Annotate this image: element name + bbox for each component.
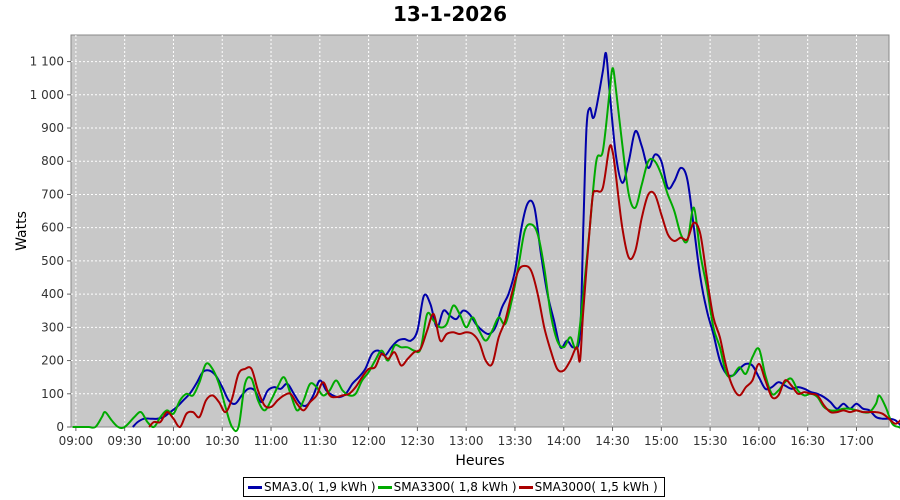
y-tick-label: 0 xyxy=(56,420,64,434)
grid-lines xyxy=(71,35,889,427)
x-tick-label: 11:00 xyxy=(254,434,289,448)
y-tick-label: 500 xyxy=(41,254,64,268)
x-tick-label: 15:00 xyxy=(644,434,679,448)
x-tick-label: 16:30 xyxy=(790,434,825,448)
x-tick-label: 13:30 xyxy=(498,434,533,448)
y-tick-label: 1 100 xyxy=(30,55,64,69)
legend-item: SMA3300( 1,8 kWh ) xyxy=(377,480,517,494)
series-line-1 xyxy=(72,67,900,433)
legend: SMA3.0( 1,9 kWh ) SMA3300( 1,8 kWh ) SMA30… xyxy=(243,477,665,497)
y-axis-label: Watts xyxy=(14,211,30,251)
x-axis-label: Heures xyxy=(455,453,504,469)
chart-title: 13-1-2026 xyxy=(392,2,507,26)
x-tick-label: 09:00 xyxy=(59,434,94,448)
x-tick-label: 13:00 xyxy=(449,434,484,448)
x-tick-label: 12:30 xyxy=(400,434,435,448)
legend-label: SMA3300( 1,8 kWh ) xyxy=(393,480,517,494)
series-lines xyxy=(72,51,900,433)
x-tick-label: 14:30 xyxy=(595,434,630,448)
legend-swatch xyxy=(377,485,392,489)
x-tick-label: 09:30 xyxy=(107,434,142,448)
y-tick-label: 600 xyxy=(41,221,64,235)
x-tick-label: 10:30 xyxy=(205,434,240,448)
x-tick-label: 15:30 xyxy=(693,434,728,448)
x-axis: 09:00 09:30 10:00 10:30 11:00 11:30 12:00 12:30… xyxy=(59,427,874,448)
legend-item: SMA3.0( 1,9 kWh ) xyxy=(248,480,376,494)
y-axis: 0 100 200 300 400 500 600 700 800 900 1 000 1 100 xyxy=(30,55,71,434)
x-tick-label: 14:00 xyxy=(546,434,581,448)
legend-label: SMA3.0( 1,9 kWh ) xyxy=(264,480,376,494)
series-line-2 xyxy=(148,144,900,429)
plot-area xyxy=(70,34,890,428)
y-tick-label: 200 xyxy=(41,354,64,368)
y-tick-label: 1 000 xyxy=(30,88,64,102)
y-tick-label: 300 xyxy=(41,320,64,334)
x-tick-label: 10:00 xyxy=(156,434,191,448)
legend-item: SMA3000( 1,5 kWh ) xyxy=(518,480,658,494)
y-tick-label: 900 xyxy=(41,121,64,135)
legend-swatch xyxy=(248,485,262,489)
legend-swatch xyxy=(518,485,533,489)
x-tick-label: 11:30 xyxy=(303,434,338,448)
x-tick-label: 12:00 xyxy=(351,434,386,448)
x-tick-label: 16:00 xyxy=(742,434,777,448)
legend-label: SMA3000( 1,5 kWh ) xyxy=(534,480,658,494)
y-tick-label: 100 xyxy=(41,387,64,401)
y-tick-label: 800 xyxy=(41,154,64,168)
x-tick-label: 17:00 xyxy=(839,434,874,448)
y-tick-label: 400 xyxy=(41,287,64,301)
y-tick-label: 700 xyxy=(41,187,64,201)
